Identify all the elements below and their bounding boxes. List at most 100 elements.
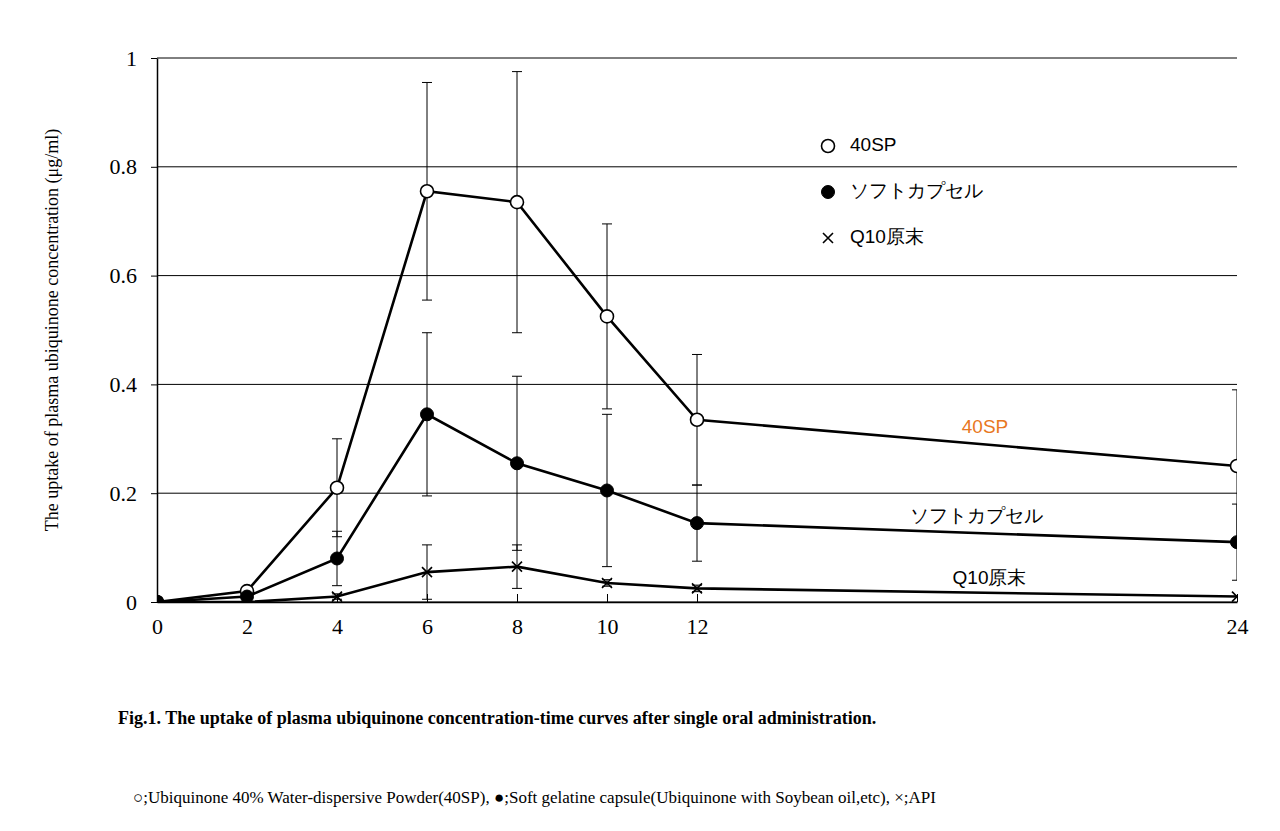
legend-item: Q10原末 bbox=[823, 226, 924, 247]
x-tick: 6 bbox=[422, 594, 433, 639]
x-tick-mark bbox=[607, 594, 608, 602]
error-bar-cap bbox=[602, 408, 612, 409]
annotation: 40SP bbox=[962, 416, 1008, 437]
y-tick-label: 1 bbox=[126, 46, 137, 71]
y-tick-label: 0.8 bbox=[110, 154, 138, 179]
error-bar-cap bbox=[602, 414, 612, 415]
plot-marks bbox=[157, 72, 1237, 603]
legend-label: Q10原末 bbox=[850, 226, 924, 247]
data-point bbox=[601, 310, 614, 323]
title: Fig.1. The uptake of plasma ubiquinone c… bbox=[118, 708, 876, 728]
series-line bbox=[157, 191, 1237, 602]
error-bar-cap bbox=[602, 566, 612, 567]
error-bar-cap bbox=[422, 300, 432, 301]
y-tick: 0.4 bbox=[110, 372, 158, 397]
data-point bbox=[421, 185, 434, 198]
legend-item: ソフトカプセル bbox=[822, 180, 984, 201]
data-point bbox=[691, 413, 704, 426]
x-tick-label: 4 bbox=[332, 614, 343, 639]
x-tick-label: 0 bbox=[152, 614, 163, 639]
series bbox=[157, 333, 1237, 603]
x-tick-label: 24 bbox=[1227, 614, 1249, 639]
legend-item: 40SP bbox=[822, 134, 897, 155]
data-point bbox=[242, 597, 252, 603]
y-tick-label: 0.6 bbox=[110, 263, 138, 288]
data-point bbox=[512, 562, 522, 572]
error-bar-cap bbox=[332, 438, 342, 439]
error-bar-cap bbox=[1232, 504, 1237, 505]
y-tick: 0.8 bbox=[110, 154, 158, 179]
data-point bbox=[511, 196, 524, 209]
grid-line bbox=[157, 58, 1237, 59]
error-bar-cap bbox=[512, 544, 522, 545]
grid-line bbox=[157, 275, 1237, 276]
x-tick-label: 2 bbox=[242, 614, 253, 639]
y-tick-mark bbox=[151, 493, 157, 494]
error-bar-cap bbox=[422, 82, 432, 83]
y-tick: 1 bbox=[126, 46, 157, 71]
legend-label: 40SP bbox=[850, 134, 896, 155]
x-tick: 8 bbox=[512, 594, 523, 639]
error-bar bbox=[422, 545, 432, 599]
y-tick: 0.6 bbox=[110, 263, 158, 288]
series-line bbox=[157, 414, 1237, 602]
data-point bbox=[331, 481, 344, 494]
x-tick: 12 bbox=[687, 594, 709, 639]
data-point bbox=[1231, 460, 1238, 473]
legend: 40SP ソフトカプセル Q10原末 bbox=[822, 134, 984, 247]
annotations: 40SPソフトカプセルQ10原末 bbox=[910, 416, 1043, 588]
error-bar-cap bbox=[692, 485, 702, 486]
series-line bbox=[157, 567, 1237, 602]
error-bar-cap bbox=[602, 223, 612, 224]
data-point bbox=[331, 552, 344, 565]
legend-marker bbox=[823, 233, 833, 243]
x-tick-label: 6 bbox=[422, 614, 433, 639]
y-tick-label: 0.4 bbox=[110, 372, 138, 397]
error-bar-cap bbox=[332, 531, 342, 532]
x-tick-label: 12 bbox=[687, 614, 709, 639]
legend-label: ソフトカプセル bbox=[850, 180, 983, 201]
y-tick-label: 0 bbox=[126, 590, 137, 615]
x-axis: 02468101224 bbox=[152, 594, 1249, 639]
error-bar-cap bbox=[512, 332, 522, 333]
error-bar-cap bbox=[692, 561, 702, 562]
x-tick: 24 bbox=[1227, 594, 1249, 639]
data-point bbox=[421, 408, 434, 421]
annotation: Q10原末 bbox=[953, 567, 1027, 588]
y-tick-mark bbox=[151, 276, 157, 277]
error-bar-cap bbox=[692, 354, 702, 355]
y-axis: 0 0.2 0.4 0.6 0.8 1 bbox=[110, 46, 158, 615]
data-point bbox=[511, 457, 524, 470]
error-bar-cap bbox=[512, 588, 522, 589]
chart: 0246810122400.20.40.60.81The uptake of p… bbox=[0, 0, 1280, 831]
data-point bbox=[422, 567, 432, 577]
error-bar-cap bbox=[1232, 389, 1237, 390]
y-tick-label: 0.2 bbox=[110, 481, 138, 506]
error-bar-cap bbox=[512, 376, 522, 377]
data-point bbox=[602, 578, 612, 588]
y-axis-line bbox=[157, 59, 159, 603]
error-bar bbox=[512, 545, 522, 589]
data-point bbox=[601, 484, 614, 497]
data-point bbox=[1232, 592, 1237, 602]
x-tick-label: 10 bbox=[597, 614, 619, 639]
y-tick-mark bbox=[151, 167, 157, 168]
error-bar-cap bbox=[1232, 580, 1237, 581]
subtitle: ○;Ubiquinone 40% Water-dispersive Powder… bbox=[133, 788, 936, 807]
error-bar-cap bbox=[422, 495, 432, 496]
y-tick-mark bbox=[151, 602, 157, 603]
legend-marker bbox=[822, 186, 835, 199]
data-point bbox=[691, 517, 704, 530]
x-tick-mark bbox=[1237, 594, 1238, 602]
y-tick-mark bbox=[151, 58, 157, 59]
x-tick-label: 8 bbox=[512, 614, 523, 639]
series bbox=[157, 72, 1237, 603]
data-point bbox=[1231, 536, 1238, 549]
y-tick: 0.2 bbox=[110, 481, 158, 506]
legend-marker bbox=[822, 140, 835, 153]
error-bar-cap bbox=[512, 71, 522, 72]
data-point bbox=[692, 583, 702, 593]
error-bar-cap bbox=[422, 332, 432, 333]
y-tick-mark bbox=[151, 384, 157, 385]
error-bar-cap bbox=[692, 485, 702, 486]
